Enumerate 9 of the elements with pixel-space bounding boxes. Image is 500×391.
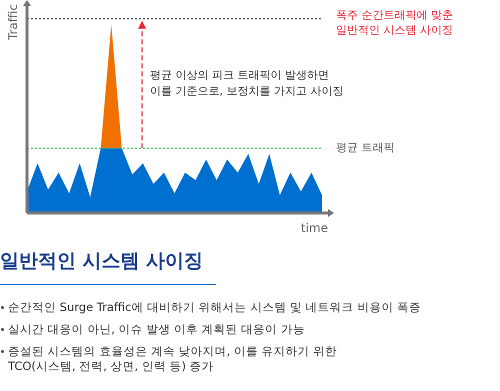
text: 일반적인 시스템 사이징 <box>0 248 216 285</box>
y-axis-title: Traffic <box>6 4 20 42</box>
x-axis-title: time <box>300 221 328 236</box>
ref-line-label: 폭주 순간트래픽에 맞춘 일반적인 시스템 사이징 <box>336 8 453 37</box>
text: 증설된 시스템의 효율성은 계속 낮아지며, 이를 유지하기 위한 TCO(시스템, 전력, 상면, 인력 등) 증가 <box>7 344 338 374</box>
text: 실시간 대응이 아닌, 이슈 발생 이후 계획된 대응이 가능 <box>7 322 306 337</box>
text: 순간적인 Surge Traffic에 대비하기 위해서는 시스템 및 네트워크 비용이 폭증 <box>7 300 422 315</box>
ref-line-label: 평균 트래픽 <box>336 141 394 154</box>
annotation: 평균 이상의 피크 트래픽이 발생하면 이를 기준으로, 보정치를 가지고 사이징 <box>150 68 344 98</box>
